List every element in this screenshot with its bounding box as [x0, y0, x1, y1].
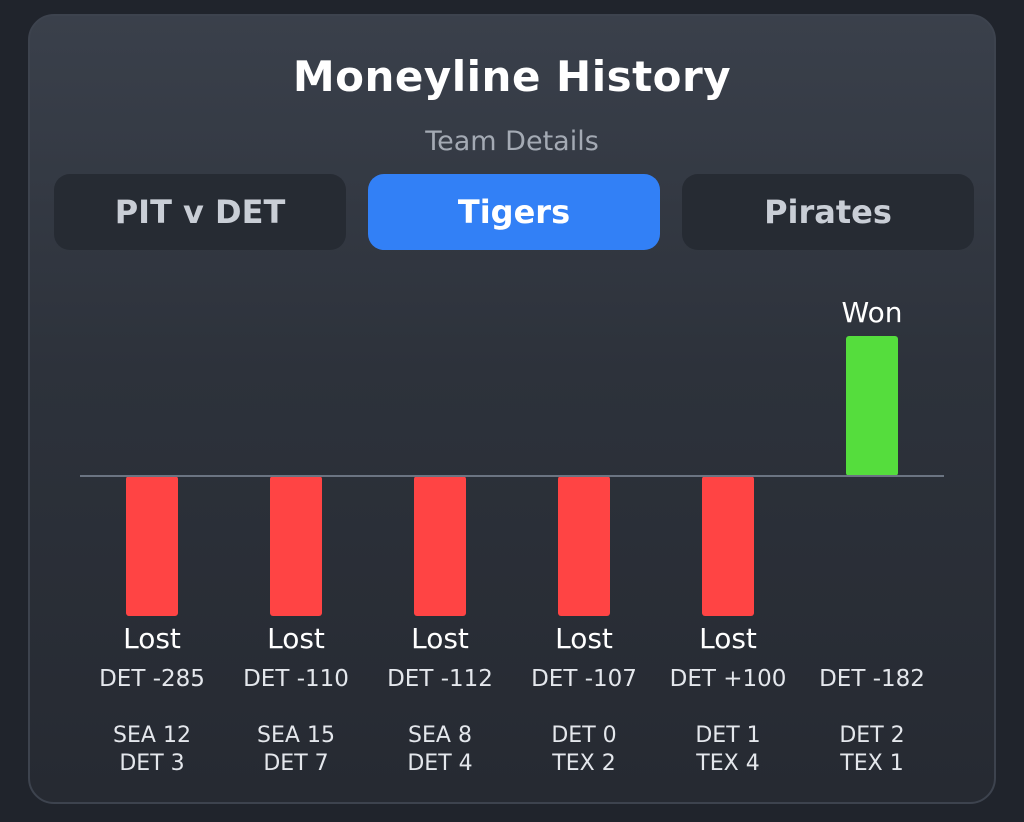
- score-line2-1: DET 3: [119, 751, 184, 776]
- tab-tigers[interactable]: Tigers: [368, 174, 660, 250]
- page-title: Moneyline History: [292, 52, 732, 101]
- odds-label-1: DET -285: [99, 666, 205, 692]
- result-label-2: Lost: [267, 622, 325, 655]
- odds-label-5: DET +100: [670, 666, 787, 692]
- score-line2-5: TEX 4: [695, 751, 759, 776]
- score-line2-4: TEX 2: [551, 751, 615, 776]
- page-subtitle: Team Details: [425, 126, 599, 157]
- result-label-4: Lost: [555, 622, 613, 655]
- result-label-5: Lost: [699, 622, 757, 655]
- bar-1: [126, 476, 178, 616]
- score-line1-3: SEA 8: [408, 723, 472, 748]
- result-label-3: Lost: [411, 622, 469, 655]
- odds-label-3: DET -112: [387, 666, 493, 692]
- score-line2-6: TEX 1: [839, 751, 903, 776]
- bar-6: [846, 336, 898, 476]
- tab-matchup[interactable]: PIT v DET: [54, 174, 346, 250]
- bar-4: [558, 476, 610, 616]
- score-line2-2: DET 7: [263, 751, 328, 776]
- score-line1-6: DET 2: [839, 723, 904, 748]
- bar-5: [702, 476, 754, 616]
- bar-3: [414, 476, 466, 616]
- bar-2: [270, 476, 322, 616]
- result-label-1: Lost: [123, 622, 181, 655]
- result-label-6: Won: [842, 296, 903, 329]
- score-line1-1: SEA 12: [113, 723, 191, 748]
- odds-label-6: DET -182: [819, 666, 925, 692]
- score-line2-3: DET 4: [407, 751, 472, 776]
- tab-pirates[interactable]: Pirates: [682, 174, 974, 250]
- score-line1-2: SEA 15: [257, 723, 335, 748]
- moneyline-card: Moneyline History Team Details PIT v DET…: [28, 14, 996, 804]
- odds-label-4: DET -107: [531, 666, 637, 692]
- odds-label-2: DET -110: [243, 666, 349, 692]
- score-line1-5: DET 1: [695, 723, 760, 748]
- score-line1-4: DET 0: [551, 723, 616, 748]
